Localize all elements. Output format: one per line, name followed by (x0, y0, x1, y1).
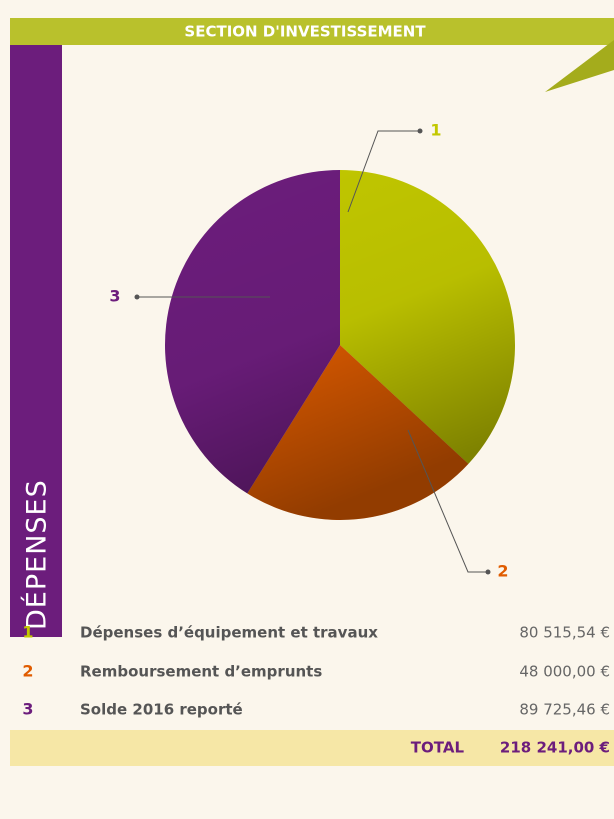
legend-number: 2 (22, 662, 33, 681)
legend-name: Solde 2016 reporté (80, 701, 243, 719)
side-label: DÉPENSES (21, 479, 53, 630)
slice-number: 1 (430, 121, 441, 140)
header-fold (545, 40, 614, 92)
legend-number: 3 (22, 700, 33, 719)
legend-name: Remboursement d’emprunts (80, 663, 322, 681)
slice-number: 3 (109, 287, 120, 306)
leader-dot (134, 294, 140, 300)
legend-value: 48 000,00 € (519, 663, 610, 681)
leader-dot (485, 569, 491, 575)
total-band (10, 730, 614, 766)
total-value: 218 241,00 € (500, 739, 610, 757)
total-label: TOTAL (411, 739, 465, 757)
legend-value: 89 725,46 € (519, 701, 610, 719)
leader-line (407, 429, 488, 573)
legend-number: 1 (22, 623, 33, 642)
leader-dot (417, 128, 423, 134)
legend-value: 80 515,54 € (519, 624, 610, 642)
header-title: SECTION D'INVESTISSEMENT (184, 23, 426, 41)
side-bar (10, 45, 62, 637)
slice-number: 2 (497, 562, 508, 581)
header-bar (10, 18, 614, 45)
leader-line (347, 130, 420, 213)
legend-name: Dépenses d’équipement et travaux (80, 624, 378, 642)
